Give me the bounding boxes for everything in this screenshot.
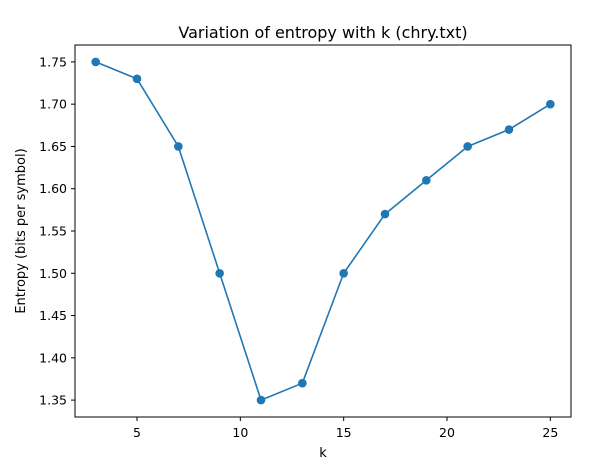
x-axis-label: k bbox=[319, 446, 327, 461]
y-tick-label: 1.35 bbox=[39, 393, 67, 408]
x-tick-label: 25 bbox=[542, 425, 558, 440]
data-point bbox=[504, 125, 514, 134]
data-point bbox=[298, 378, 307, 388]
data-point bbox=[380, 209, 390, 219]
data-point bbox=[463, 142, 472, 151]
y-tick-label: 1.70 bbox=[39, 97, 67, 112]
data-series bbox=[91, 57, 555, 405]
x-tick-label: 20 bbox=[439, 425, 455, 440]
x-tick-label: 15 bbox=[336, 425, 352, 440]
y-tick-label: 1.55 bbox=[39, 224, 67, 239]
data-point bbox=[339, 268, 348, 278]
y-axis: 1.35 1.40 1.45 1.50 1.55 1.60 1.65 1.70 1.75 bbox=[39, 54, 75, 408]
data-point bbox=[132, 74, 142, 84]
y-tick-label: 1.65 bbox=[39, 139, 67, 154]
data-point bbox=[91, 57, 100, 67]
series-line bbox=[94, 61, 552, 401]
y-tick-label: 1.40 bbox=[39, 350, 67, 365]
x-axis: 5 10 15 20 25 bbox=[133, 417, 558, 440]
x-tick-label: 5 bbox=[133, 425, 141, 440]
data-point bbox=[422, 175, 431, 185]
chart-title: Variation of entropy with k (chry.txt) bbox=[178, 23, 467, 42]
y-tick-label: 1.60 bbox=[39, 181, 67, 196]
y-tick-label: 1.75 bbox=[39, 54, 67, 69]
y-axis-label: Entropy (bits per symbol) bbox=[14, 148, 29, 313]
data-point bbox=[546, 99, 555, 109]
data-point bbox=[215, 268, 224, 278]
x-tick-label: 10 bbox=[232, 425, 248, 440]
y-tick-label: 1.45 bbox=[39, 308, 67, 323]
y-tick-label: 1.50 bbox=[39, 266, 67, 281]
data-point bbox=[174, 142, 183, 151]
data-point bbox=[256, 395, 266, 405]
